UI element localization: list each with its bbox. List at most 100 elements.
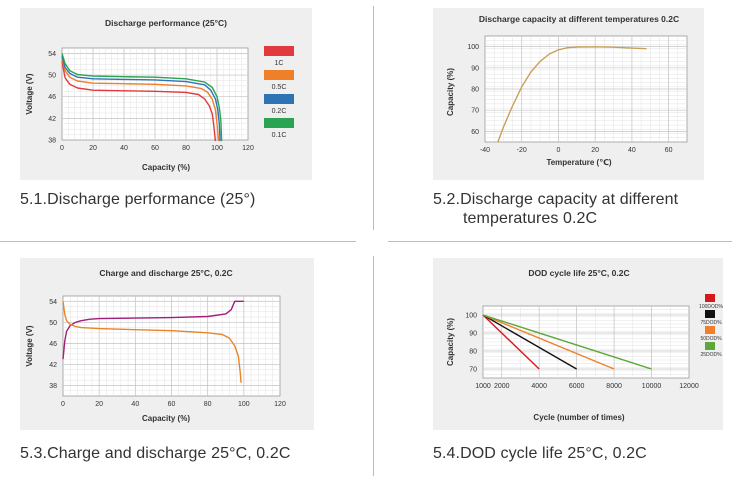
y-tick-label: 50: [48, 73, 56, 80]
vertical-divider-bottom: [373, 256, 374, 476]
series-line-2: [61, 58, 220, 142]
chart-title: Discharge capacity at different temperat…: [479, 14, 679, 24]
legend-swatch: [705, 326, 715, 334]
x-tick-label: 0: [557, 147, 561, 154]
series-line-1: [497, 46, 647, 143]
y-tick-label: 50: [49, 320, 57, 327]
y-tick-label: 70: [471, 108, 479, 115]
horizontal-divider-left: [0, 241, 356, 242]
legend-swatch: [705, 342, 715, 350]
y-tick-label: 38: [48, 138, 56, 145]
x-tick-label: 60: [151, 145, 159, 152]
chart-panel-discharge-performance: 0 20 40 60 80 100 120 38 42 46 50 54 Discharge perfo…: [20, 8, 312, 180]
x-tick-label: 8000: [606, 383, 622, 390]
y-tick-label: 100: [465, 313, 477, 320]
series-line-2: [482, 314, 577, 370]
y-tick-label: 54: [49, 299, 57, 306]
caption-temperature-capacity-line1: 5.2.Discharge capacity at different: [433, 191, 679, 208]
series-line-1: [62, 300, 244, 360]
legend-swatch: [705, 310, 715, 318]
x-axis-label: Temperature (℃): [546, 158, 611, 167]
x-tick-label: 1000: [475, 383, 491, 390]
x-tick-label: -40: [480, 147, 490, 154]
series-line-1: [482, 314, 540, 370]
legend-swatch: [264, 46, 294, 56]
legend-label: 50DOD%: [700, 336, 722, 342]
x-tick-label: 120: [274, 401, 286, 408]
horizontal-divider-right: [388, 241, 732, 242]
legend-label: 0.2C: [272, 108, 287, 115]
x-tick-label: 10000: [642, 383, 662, 390]
x-tick-label: 2000: [494, 383, 510, 390]
discharge-performance-chart: 0 20 40 60 80 100 120 38 42 46 50 54 Discharge perfo…: [25, 18, 294, 172]
caption-charge-discharge: 5.3.Charge and discharge 25°C, 0.2C: [20, 445, 291, 462]
legend-swatch: [264, 118, 294, 128]
vertical-divider-top: [373, 6, 374, 230]
y-tick-label: 80: [469, 349, 477, 356]
y-tick-label: 60: [471, 129, 479, 136]
chart-panel-charge-discharge: 0 20 40 60 80 100 120 38 42 46 50 54 Charge and disc…: [20, 258, 314, 430]
y-tick-label: 54: [48, 51, 56, 58]
x-tick-label: 60: [665, 147, 673, 154]
y-tick-label: 70: [469, 367, 477, 374]
x-tick-label: 40: [131, 401, 139, 408]
y-axis-label: Voltage (V): [25, 325, 34, 367]
x-tick-label: 6000: [569, 383, 585, 390]
x-tick-label: 20: [89, 145, 97, 152]
chart-title: Charge and discharge 25°C, 0.2C: [99, 268, 232, 278]
series-line-2: [62, 301, 242, 383]
y-tick-label: 46: [48, 94, 56, 101]
x-tick-label: 40: [120, 145, 128, 152]
y-tick-label: 90: [469, 331, 477, 338]
series-line-3: [61, 55, 221, 142]
charge-discharge-chart: 0 20 40 60 80 100 120 38 42 46 50 54 Charge and disc…: [25, 268, 286, 423]
chart-panel-temperature-capacity: -40 -20 0 20 40 60 60 70 80 90 100 Discharge capaci…: [433, 8, 704, 180]
y-tick-label: 90: [471, 65, 479, 72]
chart-panel-dod-cycle-life: 2000 4000 6000 8000 10000 12000 1000 70 80 90 100 D…: [433, 258, 724, 430]
chart-title: DOD cycle life 25°C, 0.2C: [528, 268, 629, 278]
x-axis-label: Cycle (number of times): [533, 413, 624, 422]
legend-label: 1C: [275, 60, 284, 67]
legend-label: 0.1C: [272, 132, 287, 139]
x-tick-label: 0: [61, 401, 65, 408]
chart-title: Discharge performance (25°C): [105, 18, 227, 28]
x-tick-label: 0: [60, 145, 64, 152]
series-line-4: [61, 53, 223, 142]
caption-discharge-performance: 5.1.Discharge performance (25°): [20, 191, 256, 208]
x-tick-label: 80: [204, 401, 212, 408]
y-axis-label: Capacity (%): [446, 68, 455, 116]
legend-label: 25DOD%: [700, 352, 722, 358]
series-line-3: [482, 314, 615, 370]
series-line-1: [61, 61, 217, 142]
x-tick-label: 12000: [679, 383, 699, 390]
y-tick-label: 42: [48, 116, 56, 123]
y-tick-label: 100: [467, 44, 479, 51]
x-tick-label: 20: [95, 401, 103, 408]
y-tick-label: 42: [49, 362, 57, 369]
caption-dod-cycle-life: 5.4.DOD cycle life 25°C, 0.2C: [433, 445, 647, 462]
x-tick-label: 4000: [531, 383, 547, 390]
x-tick-label: 100: [238, 401, 250, 408]
x-tick-label: 20: [591, 147, 599, 154]
y-axis-label: Voltage (V): [25, 73, 34, 115]
y-tick-label: 80: [471, 87, 479, 94]
legend-label: 0.5C: [272, 84, 287, 91]
legend-label: 75DOD%: [700, 320, 722, 326]
x-tick-label: 120: [242, 145, 254, 152]
x-axis-label: Capacity (%): [142, 414, 190, 423]
caption-temperature-capacity-line2: temperatures 0.2C: [463, 210, 598, 227]
x-tick-label: 100: [211, 145, 223, 152]
x-tick-label: -20: [517, 147, 527, 154]
legend-swatch: [264, 94, 294, 104]
x-tick-label: 80: [182, 145, 190, 152]
series-line-4: [482, 314, 652, 370]
legend-swatch: [705, 294, 715, 302]
x-axis-label: Capacity (%): [142, 163, 190, 172]
dod-cycle-life-chart: 2000 4000 6000 8000 10000 12000 1000 70 80 90 100 D…: [446, 268, 724, 422]
y-tick-label: 38: [49, 383, 57, 390]
y-tick-label: 46: [49, 341, 57, 348]
y-axis-label: Capacity (%): [446, 318, 455, 366]
temperature-capacity-chart: -40 -20 0 20 40 60 60 70 80 90 100 Discharge capaci…: [446, 14, 688, 167]
x-tick-label: 40: [628, 147, 636, 154]
legend-swatch: [264, 70, 294, 80]
